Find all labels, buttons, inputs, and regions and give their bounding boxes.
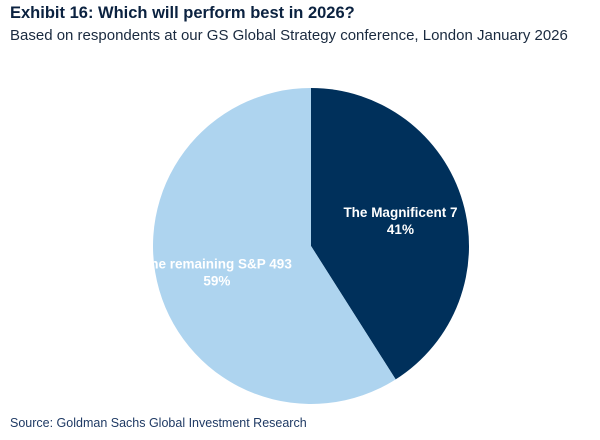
pie-slices bbox=[153, 88, 470, 404]
slice-value-label: 41% bbox=[387, 222, 414, 237]
chart-title: Exhibit 16: Which will perform best in 2… bbox=[10, 4, 355, 22]
slice-value-label: 59% bbox=[203, 273, 230, 288]
slice-name-label: The remaining S&P 493 bbox=[142, 256, 292, 271]
chart-subtitle: Based on respondents at our GS Global St… bbox=[10, 27, 568, 44]
pie-slice-1 bbox=[311, 88, 470, 380]
slice-name-label: The Magnificent 7 bbox=[343, 205, 457, 220]
source-note: Source: Goldman Sachs Global Investment … bbox=[10, 416, 307, 430]
pie-labels: The Magnificent 7 41% The remaining S&P 49… bbox=[142, 205, 457, 289]
pie-slice-2 bbox=[153, 88, 396, 404]
